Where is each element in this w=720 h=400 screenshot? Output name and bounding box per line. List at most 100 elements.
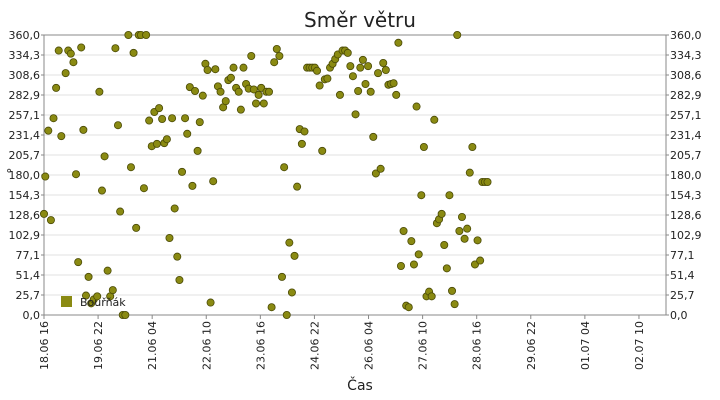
data-point xyxy=(374,69,383,78)
y-tick-label-right: 51,4 xyxy=(670,269,695,282)
y-tick-label: 0,0 xyxy=(23,309,41,322)
data-point xyxy=(354,87,363,96)
data-point xyxy=(116,207,125,216)
data-point xyxy=(356,63,365,72)
y-tick-label: 154,3 xyxy=(9,189,41,202)
data-point xyxy=(419,142,428,151)
data-point xyxy=(293,182,302,191)
data-point xyxy=(394,38,403,47)
chart-title: Směr větru xyxy=(304,8,416,32)
data-point xyxy=(404,303,413,312)
data-point xyxy=(280,163,289,172)
data-point xyxy=(145,116,154,125)
y-tick-label-right: 231,4 xyxy=(670,129,702,142)
data-point xyxy=(361,80,370,89)
data-point xyxy=(52,83,61,92)
data-point xyxy=(198,91,207,100)
data-point xyxy=(457,212,466,221)
y-tick-label: 282,9 xyxy=(9,89,41,102)
data-point xyxy=(41,172,50,181)
legend: Bouřňák xyxy=(61,296,126,309)
data-point xyxy=(440,240,449,249)
data-point xyxy=(476,256,485,265)
x-tick-label: 18.06 16 xyxy=(38,321,51,370)
y-tick-label: 231,4 xyxy=(9,129,41,142)
data-point xyxy=(427,292,436,301)
data-point xyxy=(369,132,378,141)
data-point xyxy=(226,73,235,82)
data-point xyxy=(168,114,177,123)
y-tick-label: 334,3 xyxy=(9,49,41,62)
data-point xyxy=(129,48,138,57)
data-point xyxy=(364,62,373,71)
data-point xyxy=(175,275,184,284)
data-point xyxy=(46,216,55,225)
x-tick-label: 19.06 22 xyxy=(92,321,105,370)
data-point xyxy=(181,114,190,123)
data-point xyxy=(252,99,261,108)
data-point xyxy=(399,226,408,235)
data-point xyxy=(124,30,133,39)
data-point xyxy=(211,65,220,74)
data-point xyxy=(300,127,309,136)
data-point xyxy=(126,163,135,172)
data-point xyxy=(165,233,174,242)
y-tick-label: 180,0 xyxy=(9,169,41,182)
data-point xyxy=(407,237,416,246)
data-point xyxy=(297,139,306,148)
data-point xyxy=(158,115,167,124)
data-point xyxy=(351,110,360,119)
data-point xyxy=(66,49,75,58)
data-point xyxy=(203,66,212,75)
data-point xyxy=(315,81,324,90)
data-point xyxy=(389,79,398,88)
legend-label: Bouřňák xyxy=(80,296,126,309)
data-point xyxy=(100,152,109,161)
data-point xyxy=(414,250,423,259)
data-point xyxy=(61,69,70,78)
data-point xyxy=(206,298,215,307)
data-point xyxy=(437,209,446,218)
y-axis-right: 0,0 25,7 51,4 77,1 102,9 128,6 154,3 180,0 205,7… xyxy=(666,29,702,322)
data-point xyxy=(282,310,291,319)
data-point xyxy=(57,132,66,141)
data-point xyxy=(162,135,171,144)
data-point xyxy=(209,177,218,186)
data-point xyxy=(313,66,322,75)
data-point xyxy=(221,97,230,106)
data-point xyxy=(54,46,63,55)
data-point xyxy=(188,181,197,190)
y-tick-label-right: 334,3 xyxy=(670,49,702,62)
data-point xyxy=(170,204,179,213)
data-point xyxy=(191,87,200,96)
data-point xyxy=(234,87,243,96)
data-point xyxy=(376,164,385,173)
data-point xyxy=(483,177,492,186)
data-point xyxy=(409,260,418,269)
data-point xyxy=(265,87,274,96)
data-point xyxy=(77,43,86,52)
data-point xyxy=(216,87,225,96)
data-point xyxy=(40,209,49,218)
y-tick-label-right: 0,0 xyxy=(670,309,688,322)
data-point xyxy=(379,59,388,68)
data-point xyxy=(259,99,268,108)
data-point xyxy=(448,286,457,295)
y-tick-label: 360,0 xyxy=(9,29,41,42)
data-point xyxy=(323,74,332,83)
data-point xyxy=(272,45,281,54)
data-point xyxy=(108,286,117,295)
y-tick-label-right: 205,7 xyxy=(670,149,702,162)
data-point xyxy=(412,102,421,111)
data-point xyxy=(173,252,182,261)
data-point xyxy=(381,66,390,75)
data-point xyxy=(79,125,88,134)
data-point xyxy=(335,90,344,99)
y-tick-label: 25,7 xyxy=(16,289,41,302)
y-tick-label: 308,6 xyxy=(9,69,41,82)
data-point xyxy=(445,191,454,200)
data-point xyxy=(229,63,238,72)
data-point xyxy=(155,104,164,113)
y-tick-label-right: 154,3 xyxy=(670,189,702,202)
x-tick-label: 27.06 10 xyxy=(417,321,430,370)
